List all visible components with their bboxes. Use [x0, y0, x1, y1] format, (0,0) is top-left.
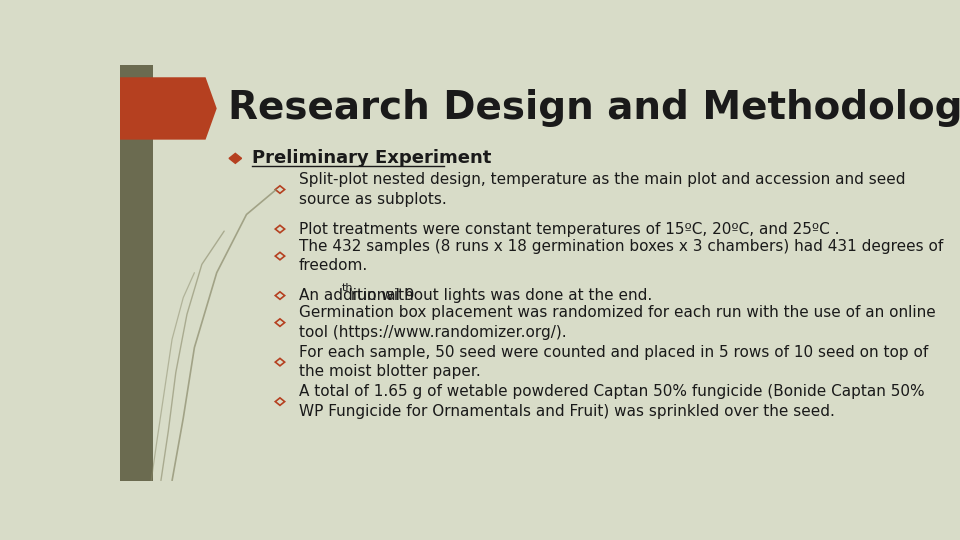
Text: th: th	[342, 283, 353, 293]
Text: Split-plot nested design, temperature as the main plot and accession and seed
so: Split-plot nested design, temperature as…	[299, 172, 905, 207]
Bar	[120, 65, 154, 481]
Text: Germination box placement was randomized for each run with the use of an online
: Germination box placement was randomized…	[299, 305, 935, 340]
Text: Research Design and Methodology: Research Design and Methodology	[228, 90, 960, 127]
Text: Plot treatments were constant temperatures of 15ºC, 20ºC, and 25ºC .: Plot treatments were constant temperatur…	[299, 221, 839, 237]
Text: An additional 9: An additional 9	[299, 288, 414, 303]
Text: For each sample, 50 seed were counted and placed in 5 rows of 10 seed on top of
: For each sample, 50 seed were counted an…	[299, 345, 927, 380]
Text: Preliminary Experiment: Preliminary Experiment	[252, 150, 492, 167]
Polygon shape	[229, 153, 242, 163]
Text: A total of 1.65 g of wetable powdered Captan 50% fungicide (Bonide Captan 50%
WP: A total of 1.65 g of wetable powdered Ca…	[299, 384, 924, 419]
Polygon shape	[120, 77, 217, 140]
Text: The 432 samples (8 runs x 18 germination boxes x 3 chambers) had 431 degrees of
: The 432 samples (8 runs x 18 germination…	[299, 239, 943, 273]
Text: run without lights was done at the end.: run without lights was done at the end.	[346, 288, 652, 303]
